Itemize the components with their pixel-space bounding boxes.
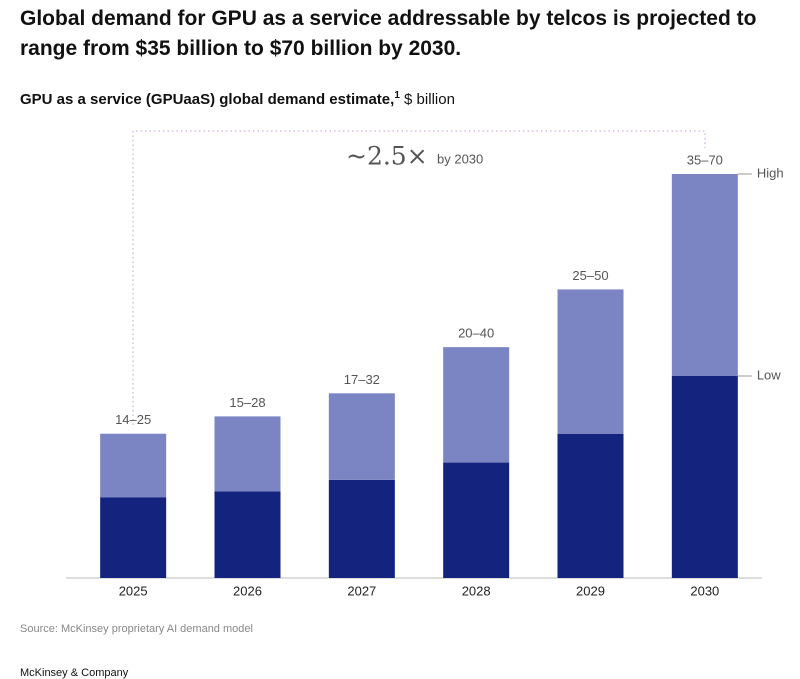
bar-segment: [443, 462, 510, 578]
bar-segment: [671, 174, 738, 376]
series-label: Low: [757, 367, 781, 382]
bar-segment: [328, 393, 395, 480]
series-label: High: [757, 165, 784, 180]
x-tick-label: 2029: [576, 583, 605, 598]
source: Source: McKinsey proprietary AI demand m…: [20, 623, 253, 635]
bar-label: 20–40: [458, 326, 494, 341]
bar-segment: [443, 347, 510, 463]
bar-segment: [328, 479, 395, 578]
bar-segment: [557, 289, 624, 434]
bar-segment: [671, 376, 738, 578]
bar-label: 25–50: [572, 268, 608, 283]
bar-label: 14–25: [115, 412, 151, 427]
x-tick-label: 2030: [690, 583, 719, 598]
unit: $ billion: [404, 91, 455, 108]
footnote-marker: 1: [394, 90, 400, 101]
x-tick-label: 2026: [233, 583, 262, 598]
bar-segment: [100, 433, 167, 498]
bracket: [132, 130, 706, 425]
annotation-note: by 2030: [437, 151, 483, 166]
footer: McKinsey & Company: [20, 667, 129, 679]
annotation: ~2.5×: [346, 142, 428, 171]
subtitle-line: GPU as a service (GPUaaS) global demand …: [20, 90, 455, 108]
chart-title: Global demand for GPU as a service addre…: [20, 7, 757, 60]
bar-segment: [557, 433, 624, 578]
bar-segment: [100, 497, 167, 578]
x-tick-label: 2027: [347, 583, 376, 598]
bar-label: 35–70: [687, 152, 723, 167]
bar-label: 17–32: [344, 372, 380, 387]
bar-segment: [214, 416, 281, 492]
x-tick-label: 2028: [462, 583, 491, 598]
subtitle: GPU as a service (GPUaaS) global demand …: [20, 91, 395, 108]
bar-segment: [214, 491, 281, 578]
x-tick-label: 2025: [119, 583, 148, 598]
bar-label: 15–28: [229, 395, 265, 410]
